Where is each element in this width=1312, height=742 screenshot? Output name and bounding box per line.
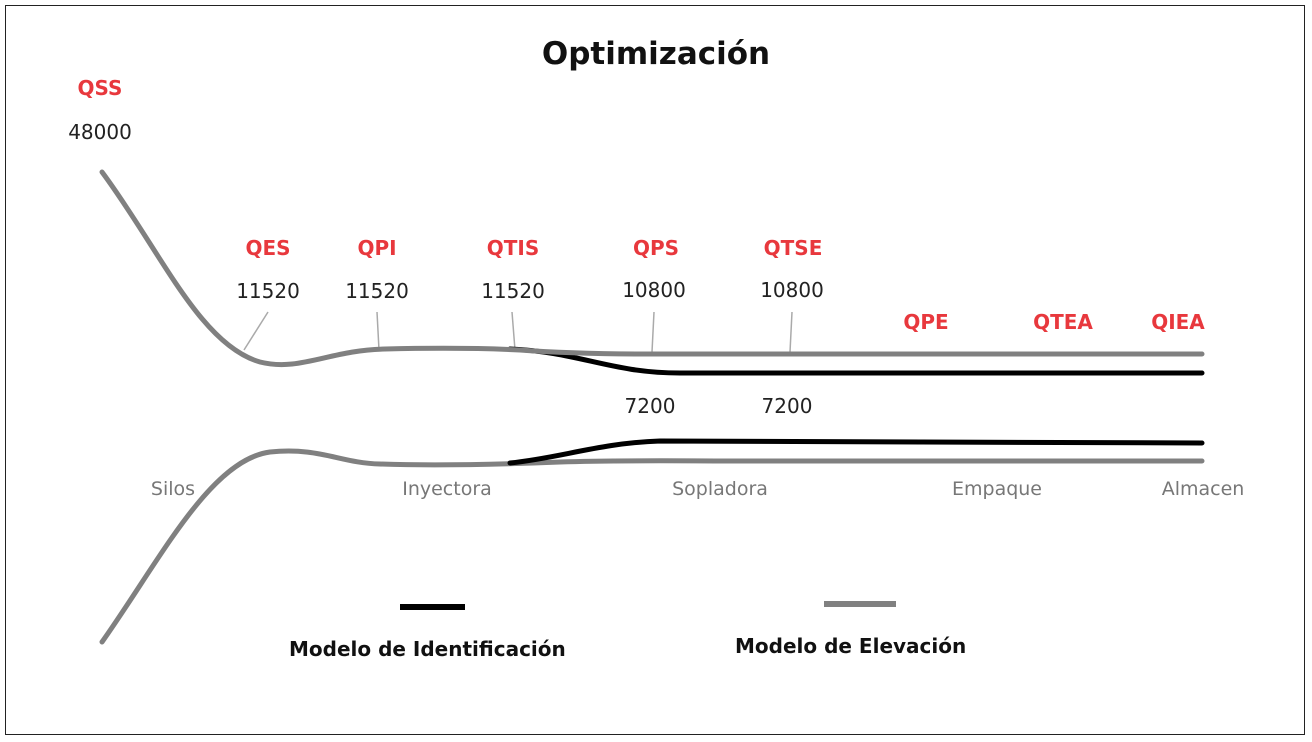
node-value-qss: 48000 <box>68 120 132 144</box>
stage-sopladora: Sopladora <box>672 478 768 500</box>
diagram-title: Optimización <box>541 36 771 72</box>
node-code-qtis: QTIS <box>486 236 540 260</box>
node-code-qpi: QPI <box>357 236 397 260</box>
lower-identificacion-line <box>507 438 1205 466</box>
stage-almacen: Almacen <box>1161 478 1245 500</box>
upper-elevacion-line <box>99 169 1205 368</box>
stage-inyectora: Inyectora <box>402 478 492 500</box>
leader-qpi <box>376 311 380 351</box>
stage-empaque: Empaque <box>951 478 1043 500</box>
node-value-qtse: 10800 <box>760 278 824 302</box>
node-value-lower-qtse: 7200 <box>761 394 813 418</box>
leader-qtis <box>511 311 516 351</box>
node-value-qpi: 11520 <box>345 279 409 303</box>
node-value-qps: 10800 <box>622 278 686 302</box>
leader-qes <box>243 311 269 351</box>
leader-qps <box>651 311 655 353</box>
legend-label-elevacion: Modelo de Elevación <box>735 634 967 658</box>
node-code-qtea: QTEA <box>1033 310 1093 334</box>
lower-elevacion-line <box>99 448 1205 645</box>
leader-qtse <box>789 311 793 353</box>
node-code-qss: QSS <box>77 76 123 100</box>
node-value-qes: 11520 <box>236 279 300 303</box>
node-value-qtis: 11520 <box>481 279 545 303</box>
node-code-qes: QES <box>245 236 291 260</box>
node-code-qps: QPS <box>632 236 680 260</box>
stage-silos: Silos <box>150 478 196 500</box>
legend-label-identificacion: Modelo de Identificación <box>289 637 566 661</box>
node-code-qtse: QTSE <box>763 236 823 260</box>
node-code-qpe: QPE <box>903 310 949 334</box>
node-code-qiea: QIEA <box>1151 310 1205 334</box>
node-value-lower-qps: 7200 <box>624 394 676 418</box>
